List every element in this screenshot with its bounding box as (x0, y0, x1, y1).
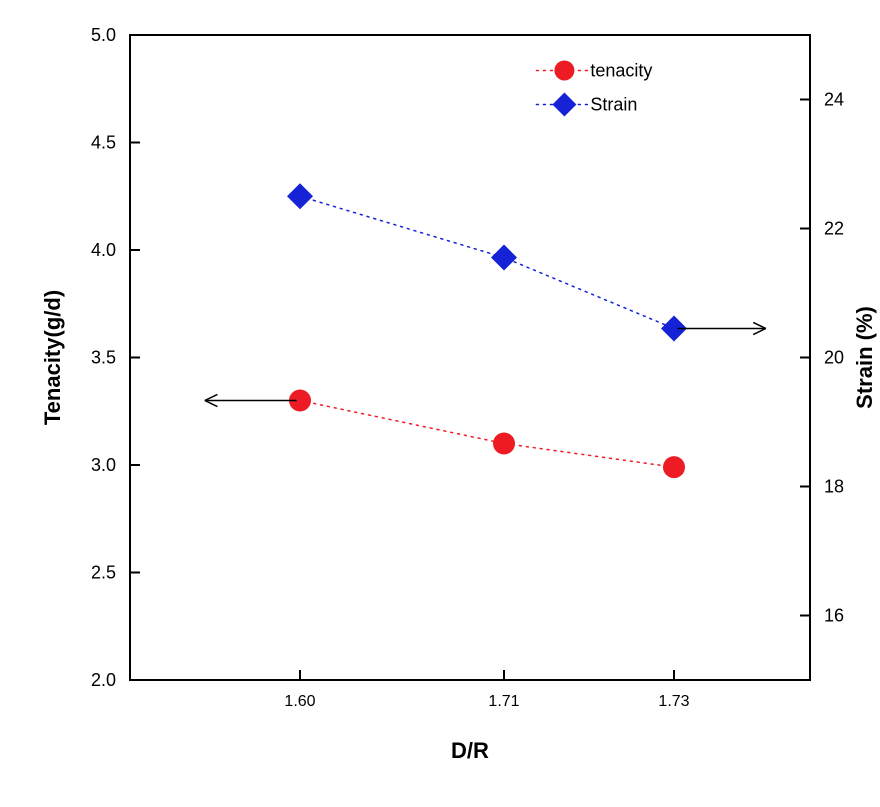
legend-label: Strain (590, 94, 637, 114)
series-marker-tenacity (663, 456, 685, 478)
y-left-tick-label: 2.0 (91, 670, 116, 690)
x-tick-label: 1.73 (658, 693, 689, 710)
x-axis-label: D/R (451, 738, 489, 763)
y-left-tick-label: 4.5 (91, 133, 116, 153)
y-right-axis-label: Strain (%) (852, 306, 877, 409)
y-left-tick-label: 4.0 (91, 240, 116, 260)
y-right-tick-label: 24 (824, 90, 844, 110)
y-left-tick-label: 3.0 (91, 455, 116, 475)
x-tick-label: 1.71 (488, 693, 519, 710)
y-right-tick-label: 16 (824, 606, 844, 626)
legend-label: tenacity (590, 60, 652, 80)
chart-background (0, 0, 880, 807)
y-left-tick-label: 3.5 (91, 348, 116, 368)
x-tick-label: 1.60 (284, 693, 315, 710)
chart-svg: 2.0 2.5 3.0 3.5 4.0 4.5 5.0 Tenacity(g/d) 16 18 20… (0, 0, 880, 807)
y-right-tick-label: 20 (824, 348, 844, 368)
legend-marker (554, 60, 574, 80)
y-left-tick-label: 2.5 (91, 563, 116, 583)
series-marker-tenacity (493, 433, 515, 455)
y-right-tick-label: 22 (824, 219, 844, 239)
y-left-axis-label: Tenacity(g/d) (40, 290, 65, 425)
y-left-tick-label: 5.0 (91, 25, 116, 45)
chart-container: 2.0 2.5 3.0 3.5 4.0 4.5 5.0 Tenacity(g/d) 16 18 20… (0, 0, 880, 807)
y-right-tick-label: 18 (824, 477, 844, 497)
